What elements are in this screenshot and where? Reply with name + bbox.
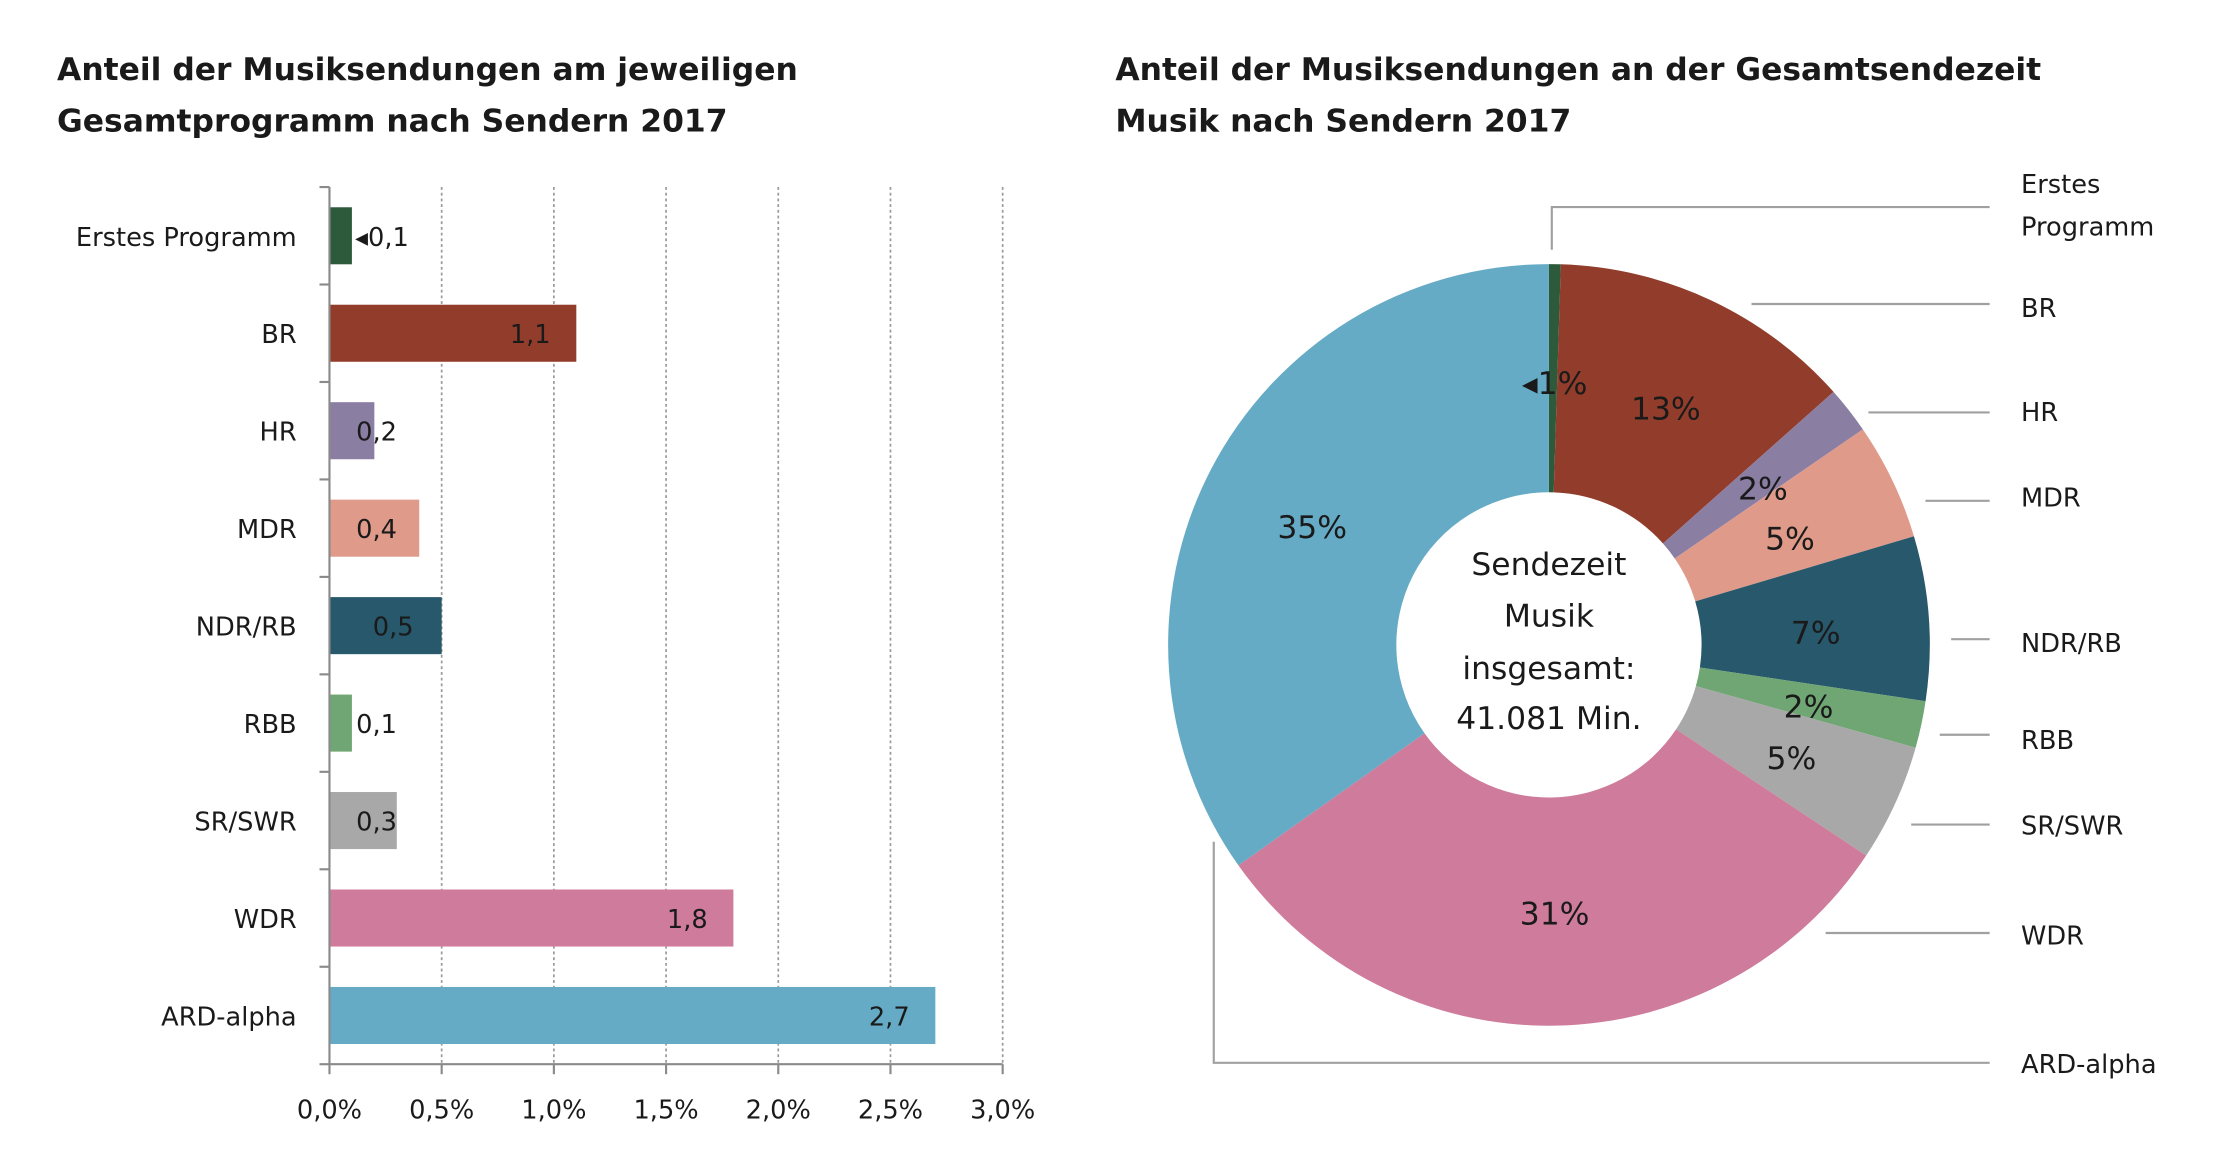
bar-value-label: 0,4 bbox=[356, 515, 397, 545]
center-text-line: Sendezeit bbox=[1471, 547, 1626, 583]
legend-label: HR bbox=[2021, 398, 2058, 428]
pie-slice bbox=[1548, 264, 1561, 493]
category-label: NDR/RB bbox=[196, 613, 297, 643]
pie-chart-title-line1: Anteil der Musiksendungen an der Gesamts… bbox=[1115, 52, 2041, 88]
pie-slice bbox=[1168, 264, 1549, 866]
pie-chart: Anteil der Musiksendungen an der Gesamts… bbox=[1115, 52, 2156, 1080]
pie-value-label: 5% bbox=[1767, 741, 1817, 777]
legend-label: ARD-alpha bbox=[2021, 1050, 2157, 1080]
bar bbox=[329, 207, 352, 265]
legend-label: Erstes bbox=[2021, 170, 2100, 200]
bar-value-label: 1,8 bbox=[667, 905, 708, 935]
bar bbox=[329, 499, 420, 557]
pie-value-label: 2% bbox=[1784, 690, 1834, 726]
bar bbox=[329, 694, 352, 752]
pie-slice bbox=[1674, 429, 1914, 602]
legend-label: WDR bbox=[2021, 921, 2084, 951]
bar bbox=[329, 986, 936, 1045]
x-tick-label: 1,5% bbox=[633, 1095, 698, 1125]
bar-chart: Anteil der Musiksendungen am jeweiligen … bbox=[57, 52, 1035, 1125]
leader-line bbox=[1212, 841, 1990, 1064]
bar-chart-title-line2: Gesamtprogramm nach Sendern 2017 bbox=[57, 103, 728, 139]
bar bbox=[329, 597, 442, 655]
pie-value-label: ◂1% bbox=[1522, 366, 1588, 402]
category-label: SR/SWR bbox=[194, 808, 296, 838]
pie-slice bbox=[1695, 536, 1930, 702]
category-label: RBB bbox=[244, 710, 297, 740]
bar bbox=[329, 402, 375, 460]
bar-chart-title-line1: Anteil der Musiksendungen am jeweiligen bbox=[57, 52, 798, 88]
pie-slice bbox=[1238, 729, 1867, 1026]
bar-value-label: 0,3 bbox=[356, 808, 397, 838]
pie-slice bbox=[1662, 391, 1863, 559]
category-label: Erstes Programm bbox=[76, 223, 297, 253]
x-tick-label: 2,0% bbox=[746, 1095, 811, 1125]
center-text-line: 41.081 Min. bbox=[1456, 701, 1641, 737]
x-tick-label: 0,5% bbox=[409, 1095, 474, 1125]
legend-label: BR bbox=[2021, 294, 2057, 324]
pie-center-text: Sendezeit Musik insgesamt: 41.081 Min. bbox=[1456, 547, 1641, 737]
center-text-line: Musik bbox=[1504, 598, 1595, 634]
bar bbox=[329, 304, 577, 362]
pie-value-label: 35% bbox=[1277, 510, 1347, 546]
leader-line bbox=[1550, 205, 1990, 250]
pie-value-label: 13% bbox=[1631, 392, 1701, 428]
legend-label: NDR/RB bbox=[2021, 629, 2122, 659]
legend-label: MDR bbox=[2021, 484, 2081, 514]
pie-slice bbox=[1676, 686, 1916, 856]
category-label: ARD-alpha bbox=[161, 1002, 297, 1032]
bar-value-label: 2,7 bbox=[869, 1002, 910, 1032]
pie-slice bbox=[1695, 667, 1926, 748]
x-tick-label: 0,0% bbox=[297, 1095, 362, 1125]
x-tick-label: 1,0% bbox=[521, 1095, 586, 1125]
bar-value-label: ◂0,1 bbox=[355, 223, 409, 253]
bar bbox=[329, 792, 397, 850]
category-label: WDR bbox=[234, 905, 297, 935]
legend-label: Programm bbox=[2021, 213, 2154, 243]
bar-value-label: 1,1 bbox=[510, 320, 551, 350]
category-label: HR bbox=[260, 418, 297, 448]
x-tick-label: 3,0% bbox=[970, 1095, 1035, 1125]
pie-value-label: 2% bbox=[1738, 471, 1788, 507]
pie-value-label: 7% bbox=[1791, 615, 1841, 651]
bar-value-label: 0,5 bbox=[373, 613, 414, 643]
bar-value-label: 0,2 bbox=[356, 418, 397, 448]
center-text-line: insgesamt: bbox=[1462, 651, 1635, 687]
category-label: BR bbox=[261, 320, 297, 350]
legend-label: RBB bbox=[2021, 726, 2074, 756]
bar-value-label: 0,1 bbox=[356, 710, 397, 740]
x-tick-label: 2,5% bbox=[858, 1095, 923, 1125]
pie-chart-title-line2: Musik nach Sendern 2017 bbox=[1115, 103, 1571, 139]
pie-value-label: 31% bbox=[1520, 896, 1590, 932]
pie-value-label: 5% bbox=[1765, 521, 1815, 557]
category-label: MDR bbox=[237, 515, 297, 545]
legend-label: SR/SWR bbox=[2021, 812, 2123, 842]
pie-slice bbox=[1553, 264, 1834, 544]
bar bbox=[329, 889, 734, 947]
